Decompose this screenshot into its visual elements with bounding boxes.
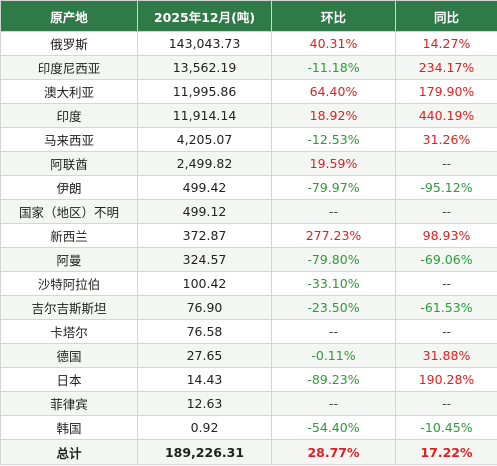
table-header: 原产地 2025年12月(吨) 环比 同比 xyxy=(0,0,497,32)
mom-cell: 277.23% xyxy=(271,223,396,248)
volume-cell: 324.57 xyxy=(137,247,272,272)
volume-cell: 12.63 xyxy=(137,391,272,416)
mom-cell: -- xyxy=(271,391,396,416)
yoy-cell: 190.28% xyxy=(395,367,497,392)
origin-cell: 阿曼 xyxy=(0,247,138,272)
table-row: 阿曼 324.57 -79.80% -69.06% xyxy=(0,247,497,272)
volume-cell: 11,995.86 xyxy=(137,79,272,104)
mom-cell: -79.97% xyxy=(271,175,396,200)
origin-cell: 马来西亚 xyxy=(0,127,138,152)
origin-cell: 日本 xyxy=(0,367,138,392)
table-row: 马来西亚 4,205.07 -12.53% 31.26% xyxy=(0,127,497,152)
table-body: 俄罗斯 143,043.73 40.31% 14.27% 印度尼西亚 13,562.19-… xyxy=(0,31,497,440)
table-row: 新西兰 372.87 277.23% 98.93% xyxy=(0,223,497,248)
yoy-cell: -- xyxy=(395,319,497,344)
origin-cell: 伊朗 xyxy=(0,175,138,200)
origin-cell: 印度尼西亚 xyxy=(0,55,138,80)
volume-cell: 100.42 xyxy=(137,271,272,296)
origin-cell: 吉尔吉斯斯坦 xyxy=(0,295,138,320)
yoy-cell: 234.17% xyxy=(395,55,497,80)
mom-cell: -0.11% xyxy=(271,343,396,368)
volume-cell: 143,043.73 xyxy=(137,31,272,56)
yoy-cell: 440.19% xyxy=(395,103,497,128)
volume-cell: 13,562.19 xyxy=(137,55,272,80)
table-row: 吉尔吉斯斯坦 76.90 -23.50% -61.53% xyxy=(0,295,497,320)
yoy-cell: -69.06% xyxy=(395,247,497,272)
volume-cell: 14.43 xyxy=(137,367,272,392)
table-row: 印度 11,914.14 18.92% 440.19% xyxy=(0,103,497,128)
origin-cell: 沙特阿拉伯 xyxy=(0,271,138,296)
volume-cell: 499.42 xyxy=(137,175,272,200)
yoy-cell: 179.90% xyxy=(395,79,497,104)
yoy-cell: -61.53% xyxy=(395,295,497,320)
mom-cell: -11.18% xyxy=(271,55,396,80)
mom-cell: -79.80% xyxy=(271,247,396,272)
volume-cell: 27.65 xyxy=(137,343,272,368)
origin-cell: 印度 xyxy=(0,103,138,128)
table-row: 卡塔尔 76.58 -- -- xyxy=(0,319,497,344)
mom-cell: 19.59% xyxy=(271,151,396,176)
mom-cell: -- xyxy=(271,199,396,224)
volume-cell: 499.12 xyxy=(137,199,272,224)
volume-cell: 2,499.82 xyxy=(137,151,272,176)
volume-cell: 4,205.07 xyxy=(137,127,272,152)
origin-cell: 新西兰 xyxy=(0,223,138,248)
table-row: 阿联酋 2,499.82 19.59% -- xyxy=(0,151,497,176)
mom-cell: 18.92% xyxy=(271,103,396,128)
origin-cell: 阿联酋 xyxy=(0,151,138,176)
total-mom: 28.77% xyxy=(271,439,396,465)
origin-cell: 澳大利亚 xyxy=(0,79,138,104)
origin-cell: 俄罗斯 xyxy=(0,31,138,56)
yoy-cell: -- xyxy=(395,391,497,416)
mom-cell: -89.23% xyxy=(271,367,396,392)
volume-cell: 11,914.14 xyxy=(137,103,272,128)
table-footer: 总计 189,226.31 28.77% 17.22% xyxy=(0,439,497,465)
total-volume: 189,226.31 xyxy=(137,439,272,465)
yoy-cell: -10.45% xyxy=(395,415,497,440)
table-row: 俄罗斯 143,043.73 40.31% 14.27% xyxy=(0,31,497,56)
total-yoy: 17.22% xyxy=(395,439,497,465)
table-row: 韩国 0.92 -54.40% -10.45% xyxy=(0,415,497,440)
header-origin: 原产地 xyxy=(0,0,138,32)
mom-cell: 64.40% xyxy=(271,79,396,104)
origin-cell: 德国 xyxy=(0,343,138,368)
volume-cell: 76.90 xyxy=(137,295,272,320)
header-volume: 2025年12月(吨) xyxy=(137,0,272,32)
table-row: 印度尼西亚 13,562.19 -11.18% 234.17% xyxy=(0,55,497,80)
mom-cell: -- xyxy=(271,319,396,344)
mom-cell: -23.50% xyxy=(271,295,396,320)
yoy-cell: 31.88% xyxy=(395,343,497,368)
mom-cell: -12.53% xyxy=(271,127,396,152)
table-row: 国家（地区）不明 499.12 -- -- xyxy=(0,199,497,224)
origin-cell: 国家（地区）不明 xyxy=(0,199,138,224)
yoy-cell: -- xyxy=(395,151,497,176)
yoy-cell: -95.12% xyxy=(395,175,497,200)
table-row: 日本 14.43 -89.23% 190.28% xyxy=(0,367,497,392)
total-origin: 总计 xyxy=(0,439,138,465)
origin-cell: 韩国 xyxy=(0,415,138,440)
volume-cell: 372.87 xyxy=(137,223,272,248)
table-row: 澳大利亚 11,995.86 64.40% 179.90% xyxy=(0,79,497,104)
total-row: 总计 189,226.31 28.77% 17.22% xyxy=(0,439,497,465)
origin-cell: 菲律宾 xyxy=(0,391,138,416)
mom-cell: -54.40% xyxy=(271,415,396,440)
table-row: 菲律宾 12.63 -- -- xyxy=(0,391,497,416)
volume-cell: 0.92 xyxy=(137,415,272,440)
header-mom: 环比 xyxy=(271,0,396,32)
table-row: 德国 27.65 -0.11% 31.88% xyxy=(0,343,497,368)
table-row: 沙特阿拉伯 100.42 -33.10% -- xyxy=(0,271,497,296)
mom-cell: 40.31% xyxy=(271,31,396,56)
yoy-cell: -- xyxy=(395,199,497,224)
yoy-cell: 98.93% xyxy=(395,223,497,248)
mom-cell: -33.10% xyxy=(271,271,396,296)
header-yoy: 同比 xyxy=(395,0,497,32)
header-row: 原产地 2025年12月(吨) 环比 同比 xyxy=(0,0,497,32)
yoy-cell: 31.26% xyxy=(395,127,497,152)
volume-cell: 76.58 xyxy=(137,319,272,344)
origin-cell: 卡塔尔 xyxy=(0,319,138,344)
table-row: 伊朗 499.42 -79.97% -95.12% xyxy=(0,175,497,200)
yoy-cell: 14.27% xyxy=(395,31,497,56)
yoy-cell: -- xyxy=(395,271,497,296)
